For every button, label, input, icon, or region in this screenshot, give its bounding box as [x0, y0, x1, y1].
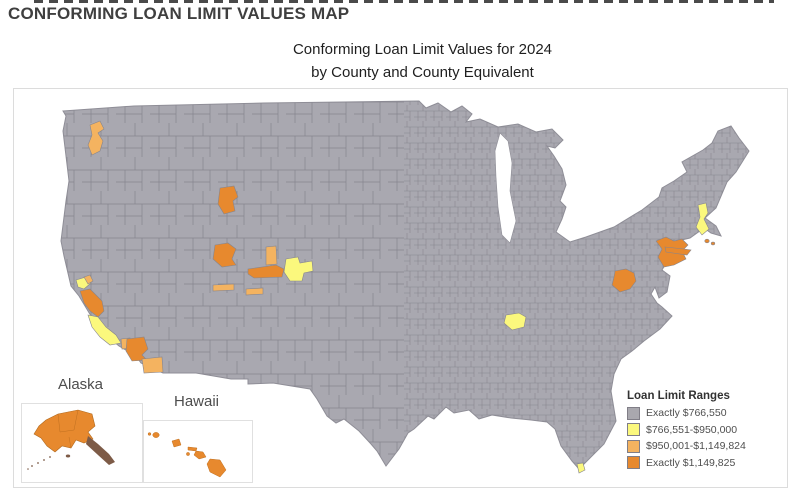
legend-item-950001-1149824[interactable]: $950,001-$1,149,824 [627, 439, 777, 453]
lanai-island[interactable] [186, 452, 190, 456]
county-highlight-seattle-tan[interactable] [87, 120, 105, 156]
county-highlight-bayarea-orange[interactable] [79, 288, 105, 318]
page-title: CONFORMING LOAN LIMIT VALUES MAP [8, 4, 350, 23]
county-highlight-marthasvineyard-orange[interactable] [710, 241, 716, 246]
county-highlight-utah-tan-strip[interactable] [212, 283, 235, 292]
kauai-island[interactable] [152, 432, 160, 438]
hawaii-inset-map[interactable] [144, 421, 252, 482]
hawaii-inset-box [143, 420, 253, 483]
legend-label: Exactly $766,550 [646, 407, 727, 419]
map-panel: Alaska Hawaii [13, 88, 788, 488]
alaska-inset-map[interactable] [22, 404, 142, 482]
county-highlight-nashville-yellow[interactable] [503, 312, 527, 331]
legend-label: $950,001-$1,149,824 [646, 440, 746, 452]
legend-swatch-gray [627, 406, 640, 420]
county-highlight-boston-yellow[interactable] [695, 202, 710, 236]
county-highlight-sandiego-tan[interactable] [141, 356, 164, 374]
lake-michigan [494, 132, 517, 244]
alaska-borough-lines [57, 409, 79, 449]
county-highlight-northbay-tan[interactable] [83, 274, 94, 285]
legend-title: Loan Limit Ranges [627, 390, 730, 402]
legend-item-766551-950000[interactable]: $766,551-$950,000 [627, 423, 777, 436]
cropped-text-remnant [34, 0, 774, 3]
chart-title-line2: by County and County Equivalent [311, 64, 534, 81]
legend: Loan Limit Ranges Exactly $766,550 $766,… [627, 390, 777, 473]
legend-item-1149825[interactable]: Exactly $1,149,825 [627, 456, 777, 469]
legend-label: Exactly $1,149,825 [646, 456, 736, 469]
county-highlight-centralcoast-yellow[interactable] [87, 314, 122, 346]
big-island[interactable] [206, 458, 227, 478]
chart-title-line1: Conforming Loan Limit Values for 2024 [292, 41, 553, 58]
county-highlight-colorado-tan-column[interactable] [265, 245, 278, 266]
county-highlight-losangeles-orange[interactable] [125, 336, 149, 362]
aleutian-islands [27, 456, 51, 470]
hawaii-inset-label: Hawaii [174, 393, 220, 410]
maui-island[interactable] [193, 450, 207, 460]
county-highlight-longisland-orange[interactable] [664, 246, 692, 256]
county-highlight-colorado-tan-strip[interactable] [245, 287, 264, 296]
alaska-shape[interactable] [33, 409, 96, 453]
chart-title: Conforming Loan Limit Values for 2024 by… [45, 38, 800, 84]
legend-item-766550[interactable]: Exactly $766,550 [627, 406, 777, 420]
county-highlight-colorado-orange-strip[interactable] [247, 264, 285, 279]
county-highlight-floridakeys-yellow[interactable] [576, 462, 586, 474]
niihau-island[interactable] [147, 432, 152, 436]
us-county-choropleth-map[interactable] [14, 89, 787, 487]
legend-swatch-tan [627, 439, 640, 453]
alaska-inset-label: Alaska [58, 376, 104, 393]
oahu-island[interactable] [171, 438, 182, 448]
alaska-inset-box [21, 403, 143, 483]
legend-swatch-orange [627, 456, 640, 469]
legend-label: $766,551-$950,000 [646, 423, 738, 436]
county-highlight-saltlake-orange[interactable] [212, 242, 237, 268]
county-highlight-teton-orange[interactable] [217, 185, 239, 215]
legend-swatch-yellow [627, 423, 640, 436]
county-highlight-nantucket-orange[interactable] [704, 238, 710, 244]
county-highlight-dcmetro-orange[interactable] [611, 268, 637, 293]
alaska-panhandle[interactable] [86, 436, 115, 465]
kodiak-island [65, 454, 71, 458]
molokai-island[interactable] [187, 446, 198, 452]
county-highlight-denver-yellow[interactable] [283, 256, 314, 282]
